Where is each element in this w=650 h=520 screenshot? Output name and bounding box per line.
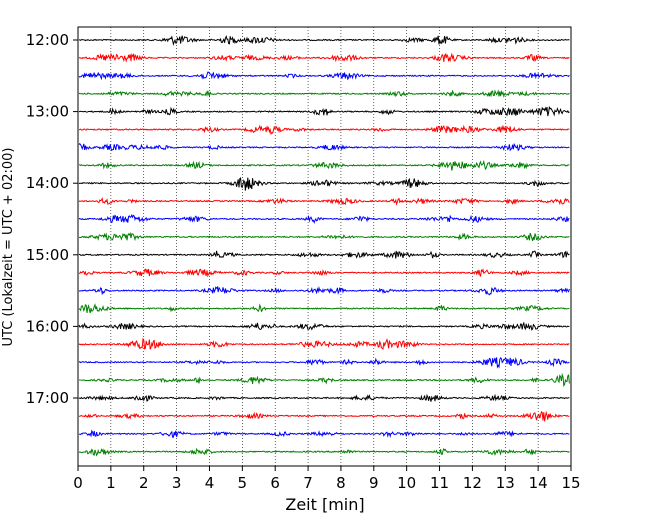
x-tick-label: 13: [496, 474, 515, 492]
x-axis-title: Zeit [min]: [285, 495, 364, 514]
x-tick-label: 2: [139, 474, 149, 492]
grid-lines: [110, 27, 539, 466]
y-tick-label: 13:00: [26, 103, 69, 121]
plot-background: [78, 27, 571, 466]
y-axis-title: UTC (Lokalzeit = UTC + 02:00): [1, 148, 16, 347]
x-tick-label: 9: [369, 474, 379, 492]
trace-15-45: [78, 303, 570, 314]
y-axis-ticks: 12:00 13:00 14:00 15:00 16:00 17:00: [26, 31, 78, 407]
trace-16-00: [78, 321, 570, 331]
trace-15-30: [78, 285, 570, 296]
y-tick-label: 14:00: [26, 174, 69, 192]
x-tick-label: 10: [397, 474, 416, 492]
x-tick-label: 11: [430, 474, 449, 492]
y-tick-label: 16:00: [26, 317, 69, 335]
trace-16-30: [78, 356, 570, 369]
x-tick-label: 5: [238, 474, 248, 492]
trace-17-15: [78, 410, 570, 422]
trace-13-30: [78, 142, 570, 152]
trace-12-30: [78, 71, 570, 81]
trace-12-15: [78, 52, 570, 63]
x-tick-label: 14: [529, 474, 548, 492]
trace-17-00: [78, 393, 570, 402]
x-tick-label: 8: [336, 474, 346, 492]
trace-17-45: [78, 447, 570, 457]
x-tick-label: 6: [270, 474, 280, 492]
trace-16-15: [78, 337, 570, 350]
trace-13-15: [78, 124, 570, 136]
trace-12-00: [78, 35, 570, 46]
trace-15-00: [78, 250, 570, 259]
trace-14-00: [78, 177, 570, 191]
x-tick-label: 4: [205, 474, 215, 492]
trace-16-45: [78, 372, 570, 387]
trace-14-15: [78, 197, 570, 206]
x-tick-label: 15: [561, 474, 580, 492]
plot-frame: [77, 26, 572, 467]
y-tick-label: 17:00: [26, 389, 69, 407]
trace-14-45: [78, 232, 570, 242]
x-axis-ticks: 0 1 2 3 4 5 6 7 8 9 10 11 12 13 14 15: [73, 466, 581, 492]
y-tick-label: 12:00: [26, 31, 69, 49]
y-tick-label: 15:00: [26, 246, 69, 264]
x-tick-label: 12: [463, 474, 482, 492]
trace-15-15: [78, 268, 570, 278]
seismic-traces: [78, 35, 570, 457]
x-tick-label: 3: [172, 474, 182, 492]
x-tick-label: 0: [73, 474, 83, 492]
trace-17-30: [78, 429, 570, 439]
trace-12-45: [78, 89, 570, 98]
trace-14-30: [78, 213, 570, 224]
trace-13-00: [78, 106, 570, 117]
x-tick-label: 7: [303, 474, 313, 492]
trace-13-45: [78, 159, 570, 171]
x-tick-label: 1: [106, 474, 116, 492]
